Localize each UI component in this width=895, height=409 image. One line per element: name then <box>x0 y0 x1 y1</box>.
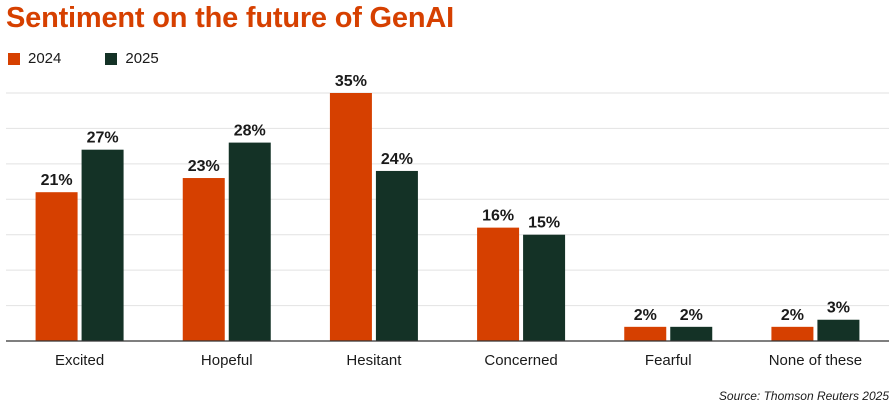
data-label: 35% <box>335 73 367 90</box>
data-label: 16% <box>482 208 514 225</box>
bar-2024-hopeful <box>182 178 225 341</box>
data-label: 21% <box>41 172 73 189</box>
legend-swatch-2024 <box>8 52 20 65</box>
category-label: Hesitant <box>346 352 402 369</box>
legend-label-2025: 2025 <box>125 50 159 67</box>
bar-2025-excited <box>81 149 124 341</box>
data-label: 15% <box>528 215 560 232</box>
legend-label-2024: 2024 <box>28 50 62 67</box>
bar-2024-hesitant <box>329 93 372 341</box>
chart-title: Sentiment on the future of GenAI <box>6 2 454 34</box>
category-label: Excited <box>55 352 104 369</box>
bar-2024-none-of-these <box>771 326 814 341</box>
category-label: None of these <box>769 352 862 369</box>
data-label: 27% <box>87 130 119 147</box>
chart-legend: 2024 2025 <box>8 50 203 67</box>
bar-2025-hopeful <box>228 142 271 341</box>
data-label: 23% <box>188 158 220 175</box>
data-label: 24% <box>381 151 413 168</box>
data-label: 28% <box>234 123 266 140</box>
source-note: Source: Thomson Reuters 2025 <box>718 389 889 403</box>
legend-swatch-2025 <box>105 52 118 65</box>
bar-2025-none-of-these <box>817 319 860 341</box>
bar-2025-concerned <box>523 234 566 341</box>
bar-2024-fearful <box>624 326 667 341</box>
data-label: 2% <box>781 307 804 324</box>
category-label: Hopeful <box>201 352 253 369</box>
category-label: Fearful <box>645 352 692 369</box>
data-label: 2% <box>634 307 657 324</box>
legend-item-2024: 2024 <box>8 50 61 67</box>
bar-2025-fearful <box>670 326 713 341</box>
bar-2024-excited <box>35 192 78 341</box>
legend-item-2025: 2025 <box>105 50 159 67</box>
bar-2024-concerned <box>477 227 520 341</box>
category-label: Concerned <box>484 352 557 369</box>
data-label: 3% <box>827 300 850 317</box>
data-label: 2% <box>680 307 703 324</box>
bar-2025-hesitant <box>375 170 418 341</box>
